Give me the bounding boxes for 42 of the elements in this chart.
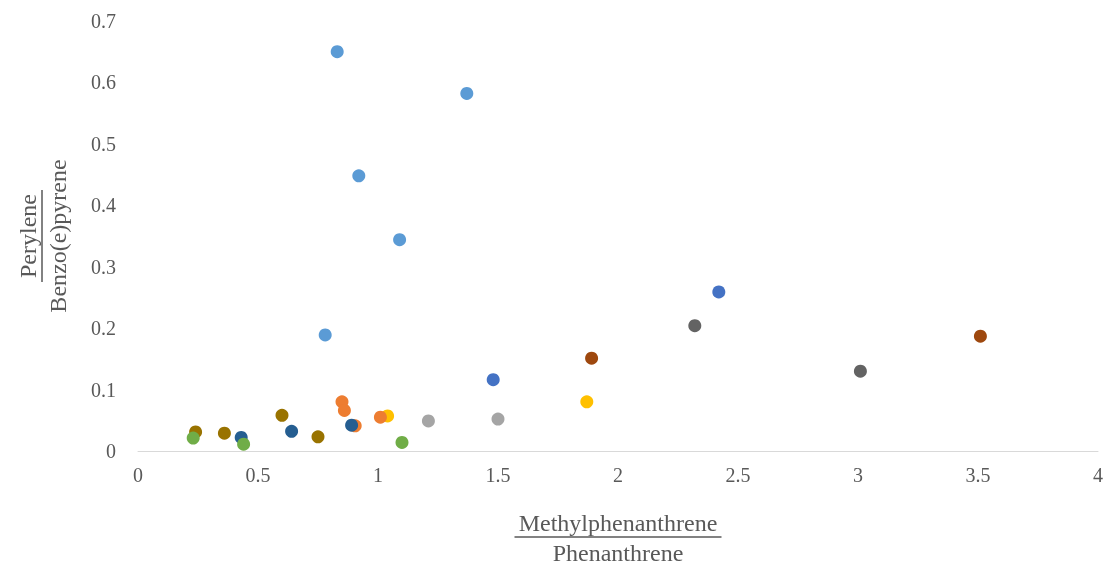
point: [311, 430, 325, 444]
point: [460, 86, 474, 100]
point: [217, 426, 231, 440]
point: [973, 329, 987, 343]
y-tick-label: 0.3: [91, 255, 116, 278]
point: [580, 395, 594, 409]
y-tick-label: 0.6: [91, 71, 116, 94]
point: [421, 414, 435, 428]
point: [330, 45, 344, 59]
point: [373, 410, 387, 424]
point: [285, 424, 299, 438]
x-tick-label: 2: [613, 464, 623, 486]
point: [275, 408, 289, 422]
point: [395, 435, 409, 449]
x-tick-label: 1: [373, 464, 383, 486]
x-tick-label: 3: [853, 464, 863, 486]
point: [393, 233, 407, 247]
x-tick-label: 1.5: [485, 464, 511, 486]
x-tick-label: 0: [133, 464, 143, 486]
x-tick-label: 4: [1093, 464, 1103, 486]
point: [853, 364, 867, 378]
point: [491, 412, 505, 426]
point: [688, 319, 702, 333]
x-axis-title: Methylphenanthrene Phenanthrene: [518, 510, 718, 566]
point: [186, 431, 200, 445]
point: [486, 373, 500, 387]
point: [585, 351, 599, 365]
point: [237, 437, 251, 451]
y-tick-label: 0.7: [91, 10, 116, 32]
x-tick-label: 0.5: [245, 464, 271, 486]
point: [712, 285, 726, 299]
x-tick-label: 3.5: [965, 464, 991, 486]
y-axis-title: Perylene Benzo(e)pyrene: [15, 159, 71, 313]
y-tick-label: 0.5: [91, 132, 116, 155]
point: [352, 169, 366, 183]
y-tick-label: 0.2: [91, 317, 116, 340]
y-tick-label: 0.1: [91, 378, 116, 401]
point: [318, 328, 332, 342]
point: [337, 403, 351, 417]
y-tick-label: 0.4: [91, 194, 116, 217]
y-tick-label: 0: [106, 440, 116, 462]
x-tick-label: 2.5: [725, 464, 751, 486]
